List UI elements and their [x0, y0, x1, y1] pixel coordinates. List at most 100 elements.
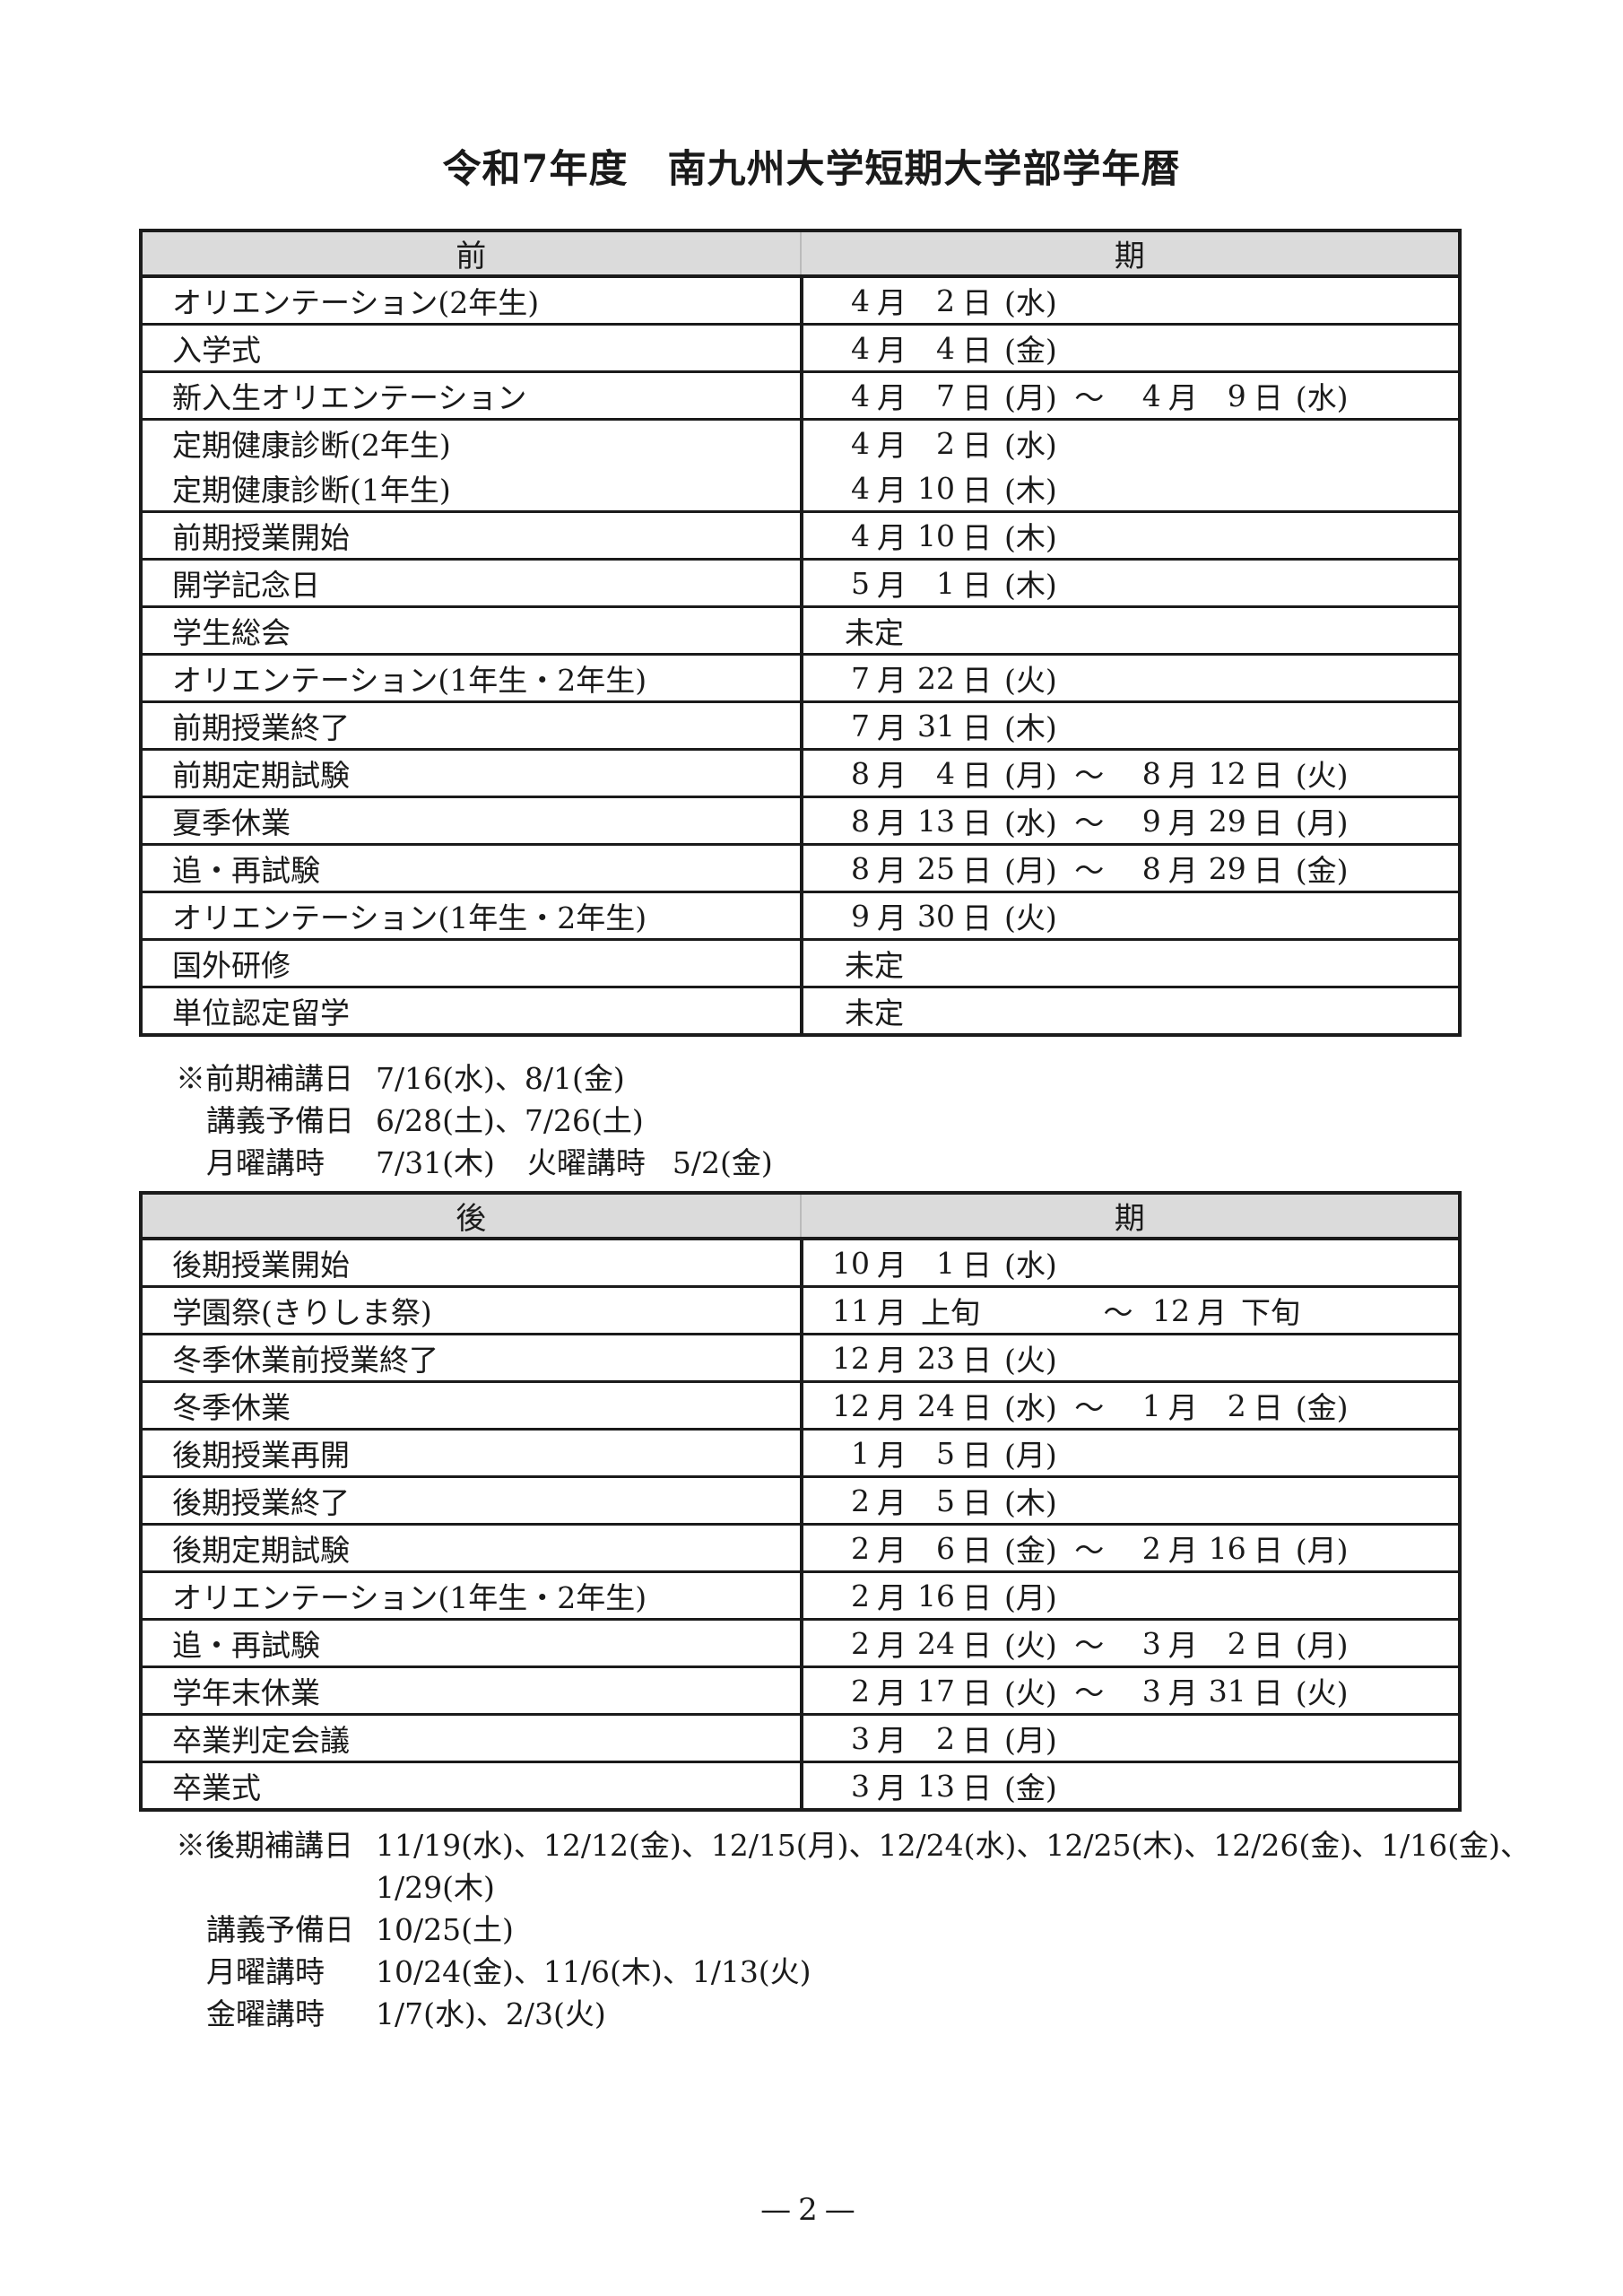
calendar-entry: 後期定期試験 2 月 6 日 (金) ～ 2 月 16 日 (月) [143, 1526, 1458, 1570]
note-pair: 1/29(木) [176, 1870, 495, 1905]
event-date: 12 月 24 日 (水) ～ 1 月 2 日 (金) [800, 1383, 1458, 1428]
date-token: (火) [1004, 1343, 1057, 1378]
tilde-separator: ～ [1103, 1295, 1133, 1330]
event-name: 前期定期試験 [172, 758, 350, 793]
table-row: オリエンテーション(2年生) 4 月 2 日 (水) [143, 278, 1458, 326]
event-name: 追・再試験 [172, 1628, 320, 1663]
date-token: 17 [917, 1673, 955, 1709]
event-name: オリエンテーション(2年生) [172, 285, 540, 320]
event-name: 定期健康診断(1年生) [172, 473, 451, 508]
table-row: 定期健康診断(2年生) 4 月 2 日 (水) 定期健康診断(1年生) 4 月 10 日 (木) [143, 421, 1458, 513]
second-semester-notes: ※後期補講日 11/19(水)、12/12(金)、12/15(月)、12/24(水… [176, 1824, 1623, 2035]
date-token: 月 [1167, 805, 1198, 840]
date-token: (火) [1004, 1628, 1057, 1663]
calendar-entry: 前期授業開始 4 月 10 日 (木) [143, 513, 1458, 558]
date-token: (月) [1295, 1533, 1349, 1568]
calendar-entry: 冬季休業 12 月 24 日 (水) ～ 1 月 2 日 (金) [143, 1383, 1458, 1428]
tilde-separator: ～ [1074, 1533, 1105, 1568]
date-token: 2 [851, 1625, 870, 1661]
date-token: 31 [1208, 1673, 1246, 1709]
table-row: 開学記念日 5 月 1 日 (木) [143, 561, 1458, 608]
date-token: 4 [851, 425, 870, 461]
document-title: 令和7年度 南九州大学短期大学部学年暦 [442, 147, 1181, 192]
date-token: 日 [962, 663, 992, 698]
second-header-cell-right: 期 [1114, 1201, 1145, 1237]
note-label: 講義予備日 [206, 1103, 354, 1138]
note-line: ※後期補講日 11/19(水)、12/12(金)、12/15(月)、12/24(水… [176, 1824, 1623, 1866]
table-row: オリエンテーション(1年生・2年生) 9 月 30 日 (火) [143, 893, 1458, 941]
note-line: 月曜講時 7/31(木) 火曜講時 5/2(金) [176, 1142, 1623, 1184]
date-token: 月 [1167, 380, 1198, 415]
date-token: 月 [877, 568, 907, 603]
calendar-entry: 学園祭(きりしま祭) 11 月上旬～ 12 月下旬 [143, 1288, 1458, 1333]
note-line: 講義予備日 10/25(土) [176, 1909, 1623, 1951]
date-token: 月 [877, 663, 907, 698]
tilde-separator: ～ [1074, 758, 1105, 793]
date-token: 13 [917, 803, 955, 839]
date-token: (月) [1004, 758, 1057, 793]
event-name: 後期授業再開 [172, 1438, 350, 1473]
event-name: 国外研修 [172, 948, 291, 983]
date-token: 2 [851, 1483, 870, 1518]
note-value: 1/7(水)、2/3(火) [376, 1996, 606, 2031]
event-date: 2 月 5 日 (木) [800, 1478, 1458, 1523]
date-token: 11 [832, 1292, 870, 1328]
note-value: 10/24(金)、11/6(木)、1/13(火) [376, 1954, 812, 1989]
date-token: 下旬 [1241, 1295, 1300, 1330]
event-date: 未定 [800, 608, 1458, 653]
date-token: 月 [877, 805, 907, 840]
table-row: 学生総会 未定 [143, 608, 1458, 656]
event-date: 4 月 4 日 (金) [800, 326, 1458, 370]
calendar-entry: 前期授業終了 7 月 31 日 (木) [143, 703, 1458, 748]
event-name: 卒業式 [172, 1770, 261, 1805]
note-label: 講義予備日 [206, 1912, 354, 1947]
note-label: ※前期補講日 [176, 1061, 353, 1096]
note-label: 月曜講時 [206, 1145, 325, 1180]
date-token: 日 [962, 1438, 992, 1473]
date-token: 日 [962, 1390, 992, 1425]
date-token: 月 [1167, 853, 1198, 888]
calendar-entry: 追・再試験 8 月 25 日 (月) ～ 8 月 29 日 (金) [143, 846, 1458, 891]
note-pair: 金曜講時 1/7(水)、2/3(火) [176, 1996, 606, 2031]
table-row: オリエンテーション(1年生・2年生) 2 月 16 日 (月) [143, 1573, 1458, 1621]
date-token: 8 [851, 803, 870, 839]
calendar-entry: 定期健康診断(1年生) 4 月 10 日 (木) [143, 465, 1458, 510]
date-token: 日 [1253, 1628, 1283, 1663]
date-token: 月 [877, 853, 907, 888]
date-token: 7 [851, 660, 870, 696]
date-token: (水) [1004, 428, 1057, 463]
event-date: 8 月 4 日 (月) ～ 8 月 12 日 (火) [800, 751, 1458, 796]
calendar-entry: 卒業判定会議 3 月 2 日 (月) [143, 1716, 1458, 1761]
date-token: 12 [1152, 1292, 1190, 1328]
calendar-entry: 単位認定留学 未定 [143, 988, 1458, 1033]
date-token: 上旬 [921, 1295, 980, 1330]
note-pair: 月曜講時 7/31(木) [176, 1145, 495, 1180]
date-token: (火) [1295, 758, 1349, 793]
date-token: 3 [851, 1720, 870, 1756]
date-token: 月 [877, 1770, 907, 1805]
note-pair: 月曜講時 10/24(金)、11/6(木)、1/13(火) [176, 1954, 812, 1989]
event-date: 5 月 1 日 (木) [800, 561, 1458, 605]
calendar-entry: 学年末休業 2 月 17 日 (火) ～ 3 月 31 日 (火) [143, 1668, 1458, 1713]
date-token: 2 [1227, 1387, 1246, 1423]
date-token: 4 [936, 755, 955, 791]
date-token: 12 [832, 1340, 870, 1376]
date-token: 2 [1227, 1625, 1246, 1661]
date-token: 2 [851, 1578, 870, 1613]
note-value: 7/31(木) [376, 1145, 495, 1180]
date-token: (金) [1004, 1533, 1057, 1568]
date-token: 日 [1253, 1675, 1283, 1710]
calendar-entry: 定期健康診断(2年生) 4 月 2 日 (水) [143, 421, 1458, 465]
date-token: 月 [877, 1438, 907, 1473]
date-token: 日 [962, 758, 992, 793]
date-token: 12 [1208, 755, 1246, 791]
date-token: 日 [1253, 1390, 1283, 1425]
note-value: 6/28(土)、7/26(土) [376, 1103, 644, 1138]
date-token: (月) [1004, 1438, 1057, 1473]
date-token: (火) [1004, 1675, 1057, 1710]
date-token: 月 [877, 1675, 907, 1710]
date-token: 2 [936, 283, 955, 318]
date-token: 日 [962, 333, 992, 368]
event-date: 3 月 2 日 (月) [800, 1716, 1458, 1761]
date-token: 日 [962, 900, 992, 935]
